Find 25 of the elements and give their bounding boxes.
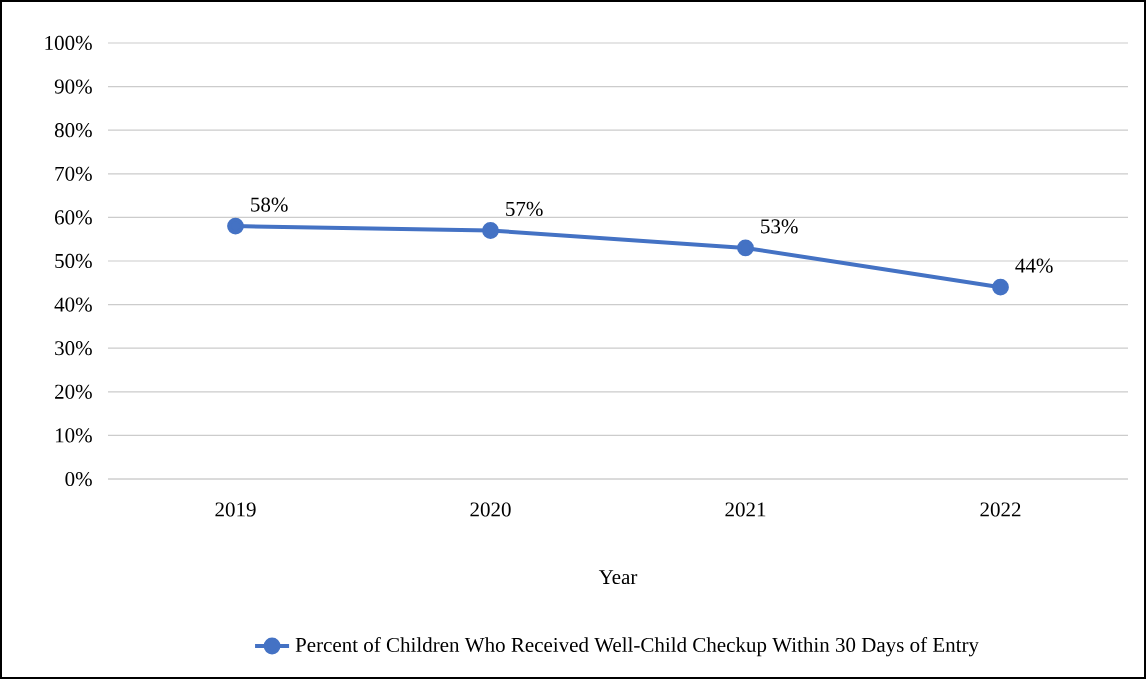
point xyxy=(992,278,1009,296)
data-label: 57% xyxy=(506,201,543,217)
data-label: 53% xyxy=(761,219,798,234)
y-tick-label: 50% xyxy=(55,253,92,269)
x-tick-label: 2022 xyxy=(980,502,1021,517)
x-tick-label: 2020 xyxy=(470,502,511,517)
y-tick-label: 20% xyxy=(55,384,92,399)
y-tick-label: 60% xyxy=(55,210,92,225)
data-label: 44% xyxy=(1015,258,1053,273)
x-axis-title: Year xyxy=(598,570,638,585)
legend-label: Percent of Children Who Received Well-Child Checkup Within 30 Days of Entry xyxy=(295,637,979,657)
y-tick-label: 90% xyxy=(54,79,92,94)
data-label: 58% xyxy=(251,197,288,212)
y-tick-label: 70% xyxy=(55,166,92,181)
y-tick-label: 30% xyxy=(55,341,92,356)
y-tick-label: 80% xyxy=(54,123,92,138)
y-tick-label: 100% xyxy=(45,35,92,51)
point xyxy=(482,222,499,239)
x-tick-label: 2021 xyxy=(725,502,766,517)
y-tick-label: 10% xyxy=(55,428,92,443)
y-tick-label: 40% xyxy=(54,297,92,312)
y-tick-label: 0% xyxy=(65,471,92,487)
x-tick-label: 2019 xyxy=(215,502,256,517)
point xyxy=(737,239,754,257)
point xyxy=(227,217,244,235)
